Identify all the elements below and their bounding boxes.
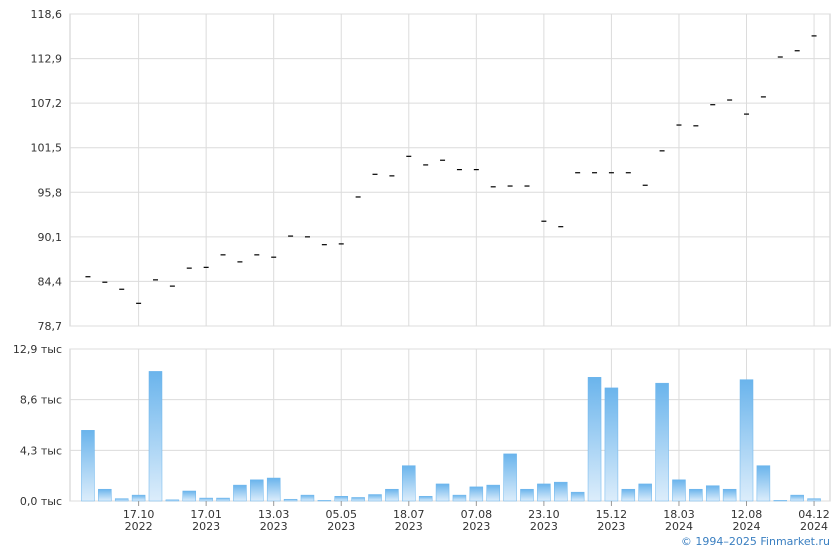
y-tick-label: 12,9 тыс xyxy=(13,343,62,356)
x-tick-label: 18.07 2023 xyxy=(393,508,425,533)
volume-bar xyxy=(165,499,180,502)
plot-frame xyxy=(69,348,831,502)
y-tick-label: 95,8 xyxy=(38,186,63,199)
y-tick-label: 107,2 xyxy=(31,97,63,110)
volume-bar xyxy=(604,387,619,502)
volume-bar xyxy=(621,488,636,502)
y-tick-label: 78,7 xyxy=(38,320,63,333)
volume-bar xyxy=(368,494,382,502)
y-tick-label: 118,6 xyxy=(31,8,63,21)
volume-bar xyxy=(131,494,146,502)
volume-bar xyxy=(469,486,484,502)
y-tick-label: 8,6 тыс xyxy=(20,394,62,407)
volume-bar xyxy=(233,484,247,502)
x-tick-label: 12.08 2024 xyxy=(731,508,763,533)
volume-bar xyxy=(554,481,568,502)
volume-bar xyxy=(334,496,348,502)
volume-bar xyxy=(81,430,95,502)
volume-bar xyxy=(773,500,788,502)
volume-bar xyxy=(537,483,551,502)
volume-bar xyxy=(351,497,365,502)
footer: © 1994–2025 Finmarket.ru xyxy=(681,535,830,548)
volume-bar xyxy=(199,497,213,502)
volume-bar xyxy=(807,498,821,502)
volume-bar xyxy=(722,488,737,502)
y-tick-label: 101,5 xyxy=(31,142,63,155)
volume-bar xyxy=(114,498,129,502)
volume-bar xyxy=(283,498,298,502)
volume-bar xyxy=(300,494,315,502)
volume-bar xyxy=(385,488,399,502)
volume-bar xyxy=(452,494,467,502)
x-tick-label: 18.03 2024 xyxy=(663,508,695,533)
y-tick-label: 4,3 тыс xyxy=(20,444,62,457)
volume-bar xyxy=(756,465,771,502)
y-tick-label: 112,9 xyxy=(31,53,63,66)
volume-bar xyxy=(418,496,433,502)
volume-bar xyxy=(570,491,585,502)
volume-bar xyxy=(148,371,163,502)
volume-bar xyxy=(503,453,517,502)
volume-bar xyxy=(317,500,332,502)
volume-bar xyxy=(266,477,281,502)
volume-bar xyxy=(655,382,669,502)
volume-bar xyxy=(790,494,804,502)
x-tick-label: 23.10 2023 xyxy=(528,508,560,533)
x-tick-label: 07.08 2023 xyxy=(461,508,493,533)
volume-bar xyxy=(402,465,416,502)
y-tick-label: 90,1 xyxy=(38,231,63,244)
volume-bar xyxy=(705,485,720,502)
volume-bar xyxy=(435,483,450,502)
x-tick-label: 04.12 2024 xyxy=(798,508,830,533)
x-tick-label: 17.10 2022 xyxy=(123,508,155,533)
volume-bar xyxy=(672,479,686,502)
plot-frame xyxy=(69,13,831,327)
y-tick-label: 84,4 xyxy=(38,275,63,288)
volume-bar xyxy=(182,490,197,502)
volume-bar xyxy=(587,377,602,502)
x-tick-label: 05.05 2023 xyxy=(325,508,357,533)
volume-bar xyxy=(98,488,112,502)
volume-bar xyxy=(520,488,534,502)
volume-bar xyxy=(486,484,500,502)
volume-bar xyxy=(638,483,652,502)
volume-bar xyxy=(216,497,230,502)
x-tick-label: 13.03 2023 xyxy=(258,508,290,533)
volume-bar xyxy=(739,379,754,502)
volume-bar xyxy=(689,488,703,502)
x-tick-label: 15.12 2023 xyxy=(596,508,628,533)
y-tick-label: 0,0 тыс xyxy=(20,495,62,508)
x-tick-label: 17.01 2023 xyxy=(190,508,222,533)
volume-bar xyxy=(250,479,264,502)
